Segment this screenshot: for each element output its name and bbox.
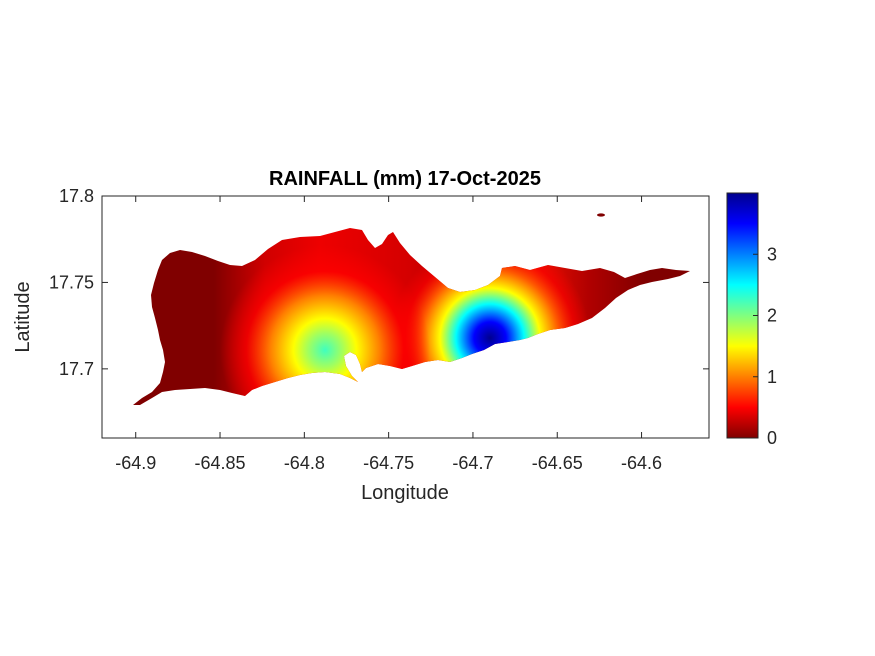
colorbar-scale bbox=[726, 192, 759, 439]
colorbar-tick-label: 0 bbox=[767, 428, 777, 448]
y-tick-label: 17.75 bbox=[49, 272, 94, 292]
x-tick-label: -64.85 bbox=[195, 453, 246, 473]
y-axis-ticks: 17.7 17.75 17.8 bbox=[49, 186, 709, 379]
x-tick-label: -64.6 bbox=[621, 453, 662, 473]
map-axes: -64.9 -64.85 -64.8 -64.75 -64.7 -64.65 -64.6 1… bbox=[12, 168, 710, 504]
x-axis-ticks: -64.9 -64.85 -64.8 -64.75 -64.7 -64.65 -64.6 bbox=[115, 196, 662, 473]
chart-title: RAINFALL (mm) 17-Oct-2025 bbox=[269, 168, 541, 190]
x-tick-label: -64.8 bbox=[284, 453, 325, 473]
colorbar-tick-label: 1 bbox=[767, 367, 777, 387]
y-tick-label: 17.8 bbox=[59, 186, 94, 206]
x-tick-label: -64.75 bbox=[363, 453, 414, 473]
colorbar-ticks: 0 1 2 3 bbox=[753, 244, 777, 448]
colorbar-tick-label: 3 bbox=[767, 244, 777, 264]
colorbar-tick-label: 2 bbox=[767, 306, 777, 326]
x-tick-label: -64.65 bbox=[532, 453, 583, 473]
islet-patch bbox=[597, 213, 605, 217]
x-tick-label: -64.9 bbox=[115, 453, 156, 473]
y-tick-label: 17.7 bbox=[59, 359, 94, 379]
x-axis-label: Longitude bbox=[361, 482, 449, 504]
x-tick-label: -64.7 bbox=[452, 453, 493, 473]
colorbar: 0 1 2 3 bbox=[726, 192, 777, 448]
y-axis-label: Latitude bbox=[12, 281, 34, 352]
